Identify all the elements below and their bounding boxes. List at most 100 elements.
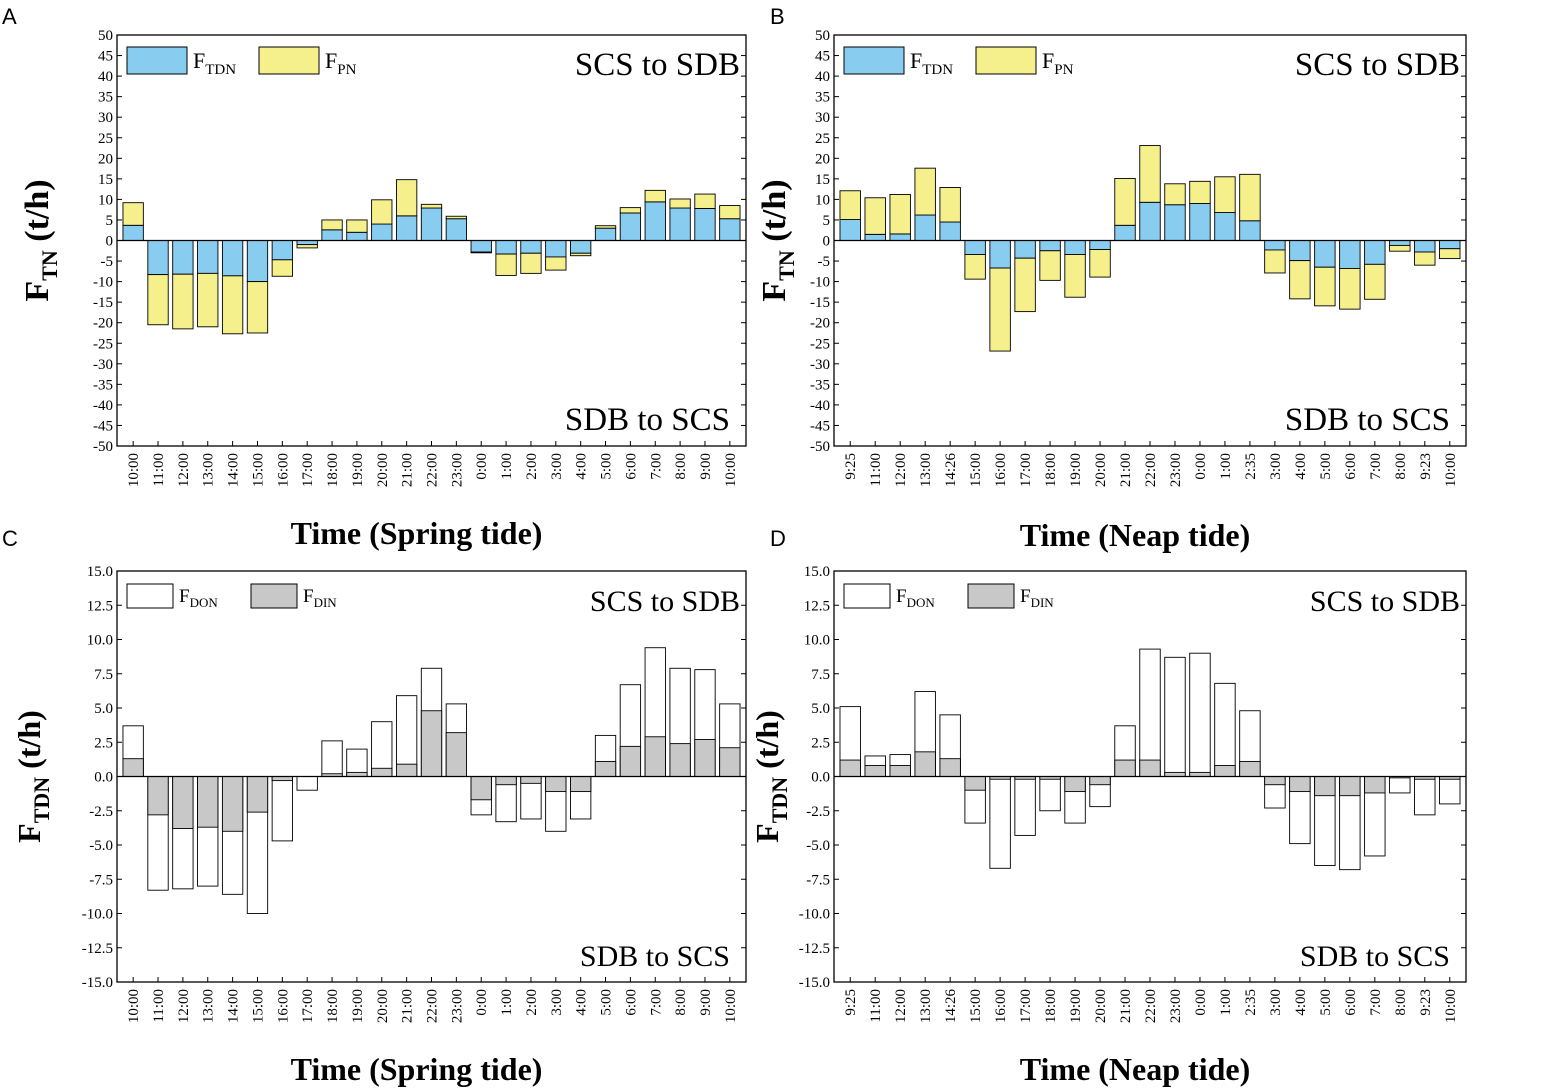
panel-b-bar-tdn	[1364, 240, 1386, 265]
panel-d-bar-don	[1164, 656, 1186, 777]
panel-a-bar-tdn	[172, 240, 194, 275]
panel-c-xlabel: Time (Spring tide)	[291, 1051, 543, 1087]
panel-b-bar-tdn	[1414, 240, 1436, 253]
panel-c-ytick-label: -5.0	[89, 838, 113, 854]
panel-c-bar-don	[271, 776, 293, 842]
panel-c-ytick-label: 7.5	[94, 667, 113, 683]
panel-d-xtick-label: 4:00	[1293, 989, 1309, 1016]
panel-b-bar-tdn	[1089, 240, 1111, 250]
panel-c-xtick-label: 22:00	[425, 989, 441, 1023]
panel-a-bar-pn	[321, 219, 343, 231]
panel-d-xtick-label: 21:00	[1118, 989, 1134, 1023]
panel-b-xtick-label: 0:00	[1193, 453, 1209, 480]
panel-d-xtick-label: 16:00	[993, 989, 1009, 1023]
panel-a-bar-pn	[296, 244, 318, 249]
panel-c-chart: -15.0 -12.5 -10.0 -7.5 -5.0 -2.5 0.0 2.5 5.0 7.5 1…	[11, 564, 747, 1087]
panel-b-bar-tdn	[1314, 240, 1336, 268]
panel-a-bar-pn	[346, 219, 368, 233]
panel-b-bar-pn	[1014, 257, 1036, 313]
panel-b-ylabel: FTN (t/h)	[756, 179, 799, 301]
panel-c-ytick-label: 5.0	[94, 701, 113, 717]
panel-a-bar-pn	[420, 203, 443, 209]
panel-a-bar-pn	[246, 281, 269, 334]
panel-a-bar-pn	[470, 251, 492, 254]
panel-a-xtick-label: 22:00	[425, 453, 441, 487]
panel-b-bar-tdn	[1239, 220, 1261, 241]
panel-d-ytick-label: 2.5	[811, 735, 830, 751]
panel-b-ytick-label: -5	[818, 254, 831, 270]
panel-b-ytick-label: -10	[810, 275, 830, 291]
panel-d-ylabel: FTDN (t/h)	[749, 710, 792, 843]
panel-b-bar-pn	[1139, 145, 1161, 203]
panel-a-xtick-label: 14:00	[226, 453, 242, 487]
panel-a-bar-tdn	[545, 240, 567, 258]
panel-a-xtick-label: 1:00	[499, 453, 515, 480]
panel-d-ytick-label: -5.0	[806, 838, 830, 854]
panel-c-xtick-label: 19:00	[350, 989, 366, 1023]
panel-b-xtick-label: 16:00	[993, 453, 1009, 487]
panel-a-bar-tdn	[445, 218, 468, 241]
panel-letter-c: C	[2, 526, 18, 551]
panel-c-ytick-label: -12.5	[82, 941, 113, 957]
panel-c-xtick-label: 8:00	[673, 989, 689, 1016]
panel-b-bar-pn	[1414, 251, 1436, 266]
panel-c-xtick-label: 1:00	[499, 989, 515, 1016]
panel-b-bar-tdn	[1339, 240, 1361, 269]
panel-a-bar-tdn	[669, 207, 691, 241]
panel-a-xtick-label: 3:00	[549, 453, 565, 480]
panel-a-ytick-label: 5	[106, 213, 114, 229]
panel-b-ytick-label: -35	[810, 377, 830, 393]
panel-d-bar-don	[1214, 682, 1236, 777]
panel-a-bar-tdn	[371, 223, 393, 241]
panel-a-bar-tdn	[470, 240, 492, 253]
panel-d-bar-din	[1364, 776, 1386, 794]
panel-b-bar-pn	[1364, 263, 1386, 300]
panel-a-xtick-label: 15:00	[250, 453, 266, 487]
panel-d-bar-din	[1114, 759, 1136, 777]
panel-b-xtick-label: 13:00	[918, 453, 934, 487]
panel-d-ytick-label: 0.0	[811, 770, 830, 786]
panel-b-ytick-label: 25	[815, 131, 830, 147]
panel-d-bar-din	[1289, 776, 1311, 793]
panel-b-bar-pn	[1314, 266, 1336, 307]
panel-c-bar-din	[246, 776, 269, 813]
panel-a-bar-pn	[495, 253, 517, 276]
panel-b-bar-pn	[839, 190, 861, 220]
panel-c-bar-din	[346, 771, 368, 777]
panel-a-bar-pn	[594, 225, 617, 229]
panel-d-xtick-label: 8:00	[1393, 989, 1409, 1016]
panel-a-bar-tdn	[246, 240, 269, 283]
panel-a-ytick-label: -35	[93, 377, 113, 393]
panel-a-bar-pn	[395, 179, 418, 217]
panel-b-xtick-label: 22:00	[1143, 453, 1159, 487]
panel-a-ytick-label: 30	[98, 110, 113, 126]
panel-c-xtick-label: 16:00	[275, 989, 291, 1023]
panel-b-bar-tdn	[1289, 240, 1311, 262]
panel-c-bar-din	[371, 767, 393, 777]
panel-d-ytick-label: 10.0	[804, 633, 830, 649]
panel-a-bar-tdn	[570, 240, 592, 254]
panel-b-bar-pn	[1339, 267, 1361, 310]
panel-a-bar-tdn	[197, 240, 219, 274]
panel-d-bar-don	[1414, 776, 1436, 816]
panel-letter-b: B	[770, 4, 785, 29]
panel-c-bar-din	[644, 736, 666, 777]
panel-a-bar-pn	[172, 273, 194, 330]
panel-d-bar-don	[1039, 776, 1061, 812]
panel-a-xtick-label: 20:00	[375, 453, 391, 487]
panel-b-ytick-label: -50	[810, 439, 830, 455]
panel-a-bar-pn	[147, 274, 169, 326]
panel-d-bar-don	[989, 776, 1011, 869]
panel-d-xtick-label: 19:00	[1068, 989, 1084, 1023]
panel-a-xtick-label: 21:00	[400, 453, 416, 487]
panel-c-xtick-label: 20:00	[375, 989, 391, 1023]
panel-a-xtick-label: 2:00	[524, 453, 540, 480]
panel-b-xtick-label: 2:35	[1243, 453, 1259, 480]
panel-b-ytick-label: -15	[810, 295, 830, 311]
panel-d-xtick-label: 1:00	[1218, 989, 1234, 1016]
panel-letter-d: D	[770, 526, 786, 551]
panel-a-xtick-label: 19:00	[350, 453, 366, 487]
panel-d-bar-din	[914, 751, 936, 777]
panel-d-annotation-bottom: SDB to SCS	[1300, 940, 1450, 973]
panel-c-xtick-label: 13:00	[201, 989, 217, 1023]
